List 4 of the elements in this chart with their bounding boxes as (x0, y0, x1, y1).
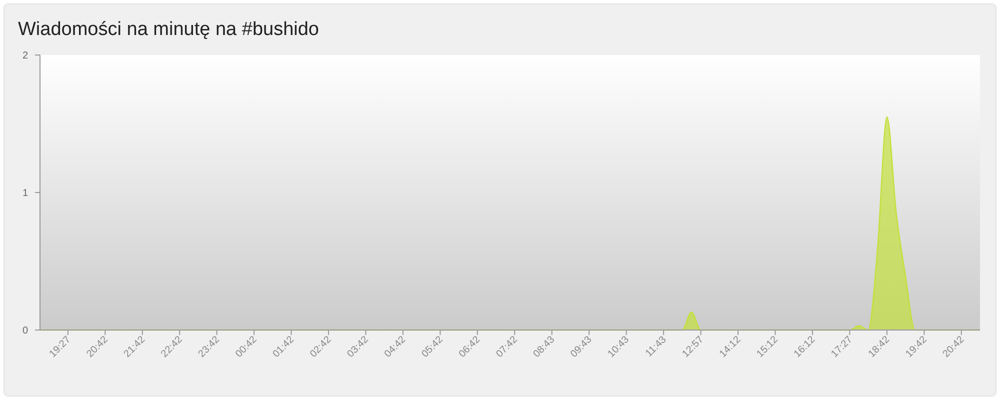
y-tick-label: 1 (22, 188, 28, 199)
y-tick-label: 2 (22, 50, 28, 62)
y-tick-label: 0 (22, 326, 28, 336)
chart-title: Wiadomości na minutę na #bushido (18, 19, 320, 40)
